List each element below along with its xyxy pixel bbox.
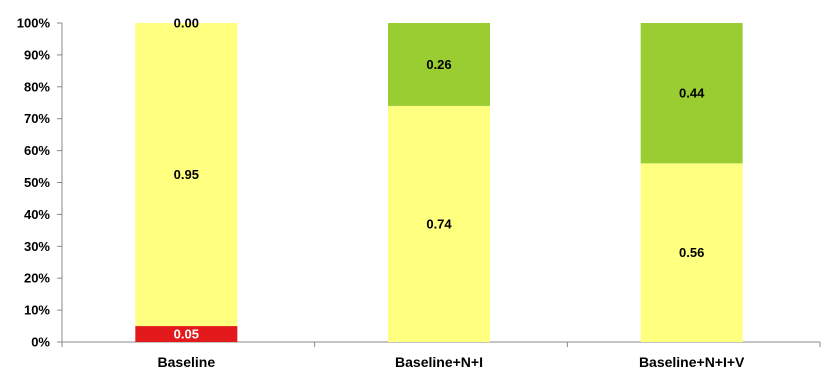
x-category-label: Baseline+N+I+V — [639, 354, 745, 370]
y-tick-label: 20% — [24, 271, 50, 286]
bar-segment-2-2 — [640, 23, 743, 164]
y-tick-label: 90% — [24, 47, 50, 62]
bars — [135, 23, 743, 342]
data-label-0-0: 0.05 — [174, 327, 199, 342]
y-tick-label: 40% — [24, 207, 50, 222]
y-tick-label: 70% — [24, 111, 50, 126]
y-tick-label: 0% — [31, 335, 50, 350]
bar-segment-2-1 — [640, 163, 743, 342]
y-tick-label: 80% — [24, 79, 50, 94]
y-axis: 0% 10% 20% 30% 40% 50% 60% 70% 80% 90% 100% — [17, 16, 63, 350]
bar-segment-0-0 — [135, 326, 238, 342]
bar-segment-0-1 — [135, 23, 238, 327]
x-category-label: Baseline — [158, 354, 216, 370]
y-tick-label: 100% — [17, 16, 51, 31]
bar-segment-1-2 — [388, 23, 490, 106]
data-label-2-2: 0.44 — [679, 86, 705, 101]
x-axis: Baseline Baseline+N+I Baseline+N+I+V — [61, 341, 821, 370]
data-label-2-1: 0.56 — [679, 245, 704, 260]
data-labels: 0.05 0.95 0.00 0.74 0.26 0.56 0.44 — [174, 16, 705, 342]
bar-segment-1-1 — [388, 105, 490, 342]
data-label-0-2: 0.00 — [174, 16, 199, 31]
y-tick-label: 50% — [24, 175, 50, 190]
y-tick-label: 60% — [24, 143, 50, 158]
data-label-1-1: 0.74 — [426, 216, 452, 231]
data-label-0-1: 0.95 — [174, 167, 199, 182]
y-tick-label: 10% — [24, 303, 50, 318]
data-label-1-2: 0.26 — [426, 57, 451, 72]
y-tick-label: 30% — [24, 239, 50, 254]
x-category-label: Baseline+N+I — [395, 354, 483, 370]
